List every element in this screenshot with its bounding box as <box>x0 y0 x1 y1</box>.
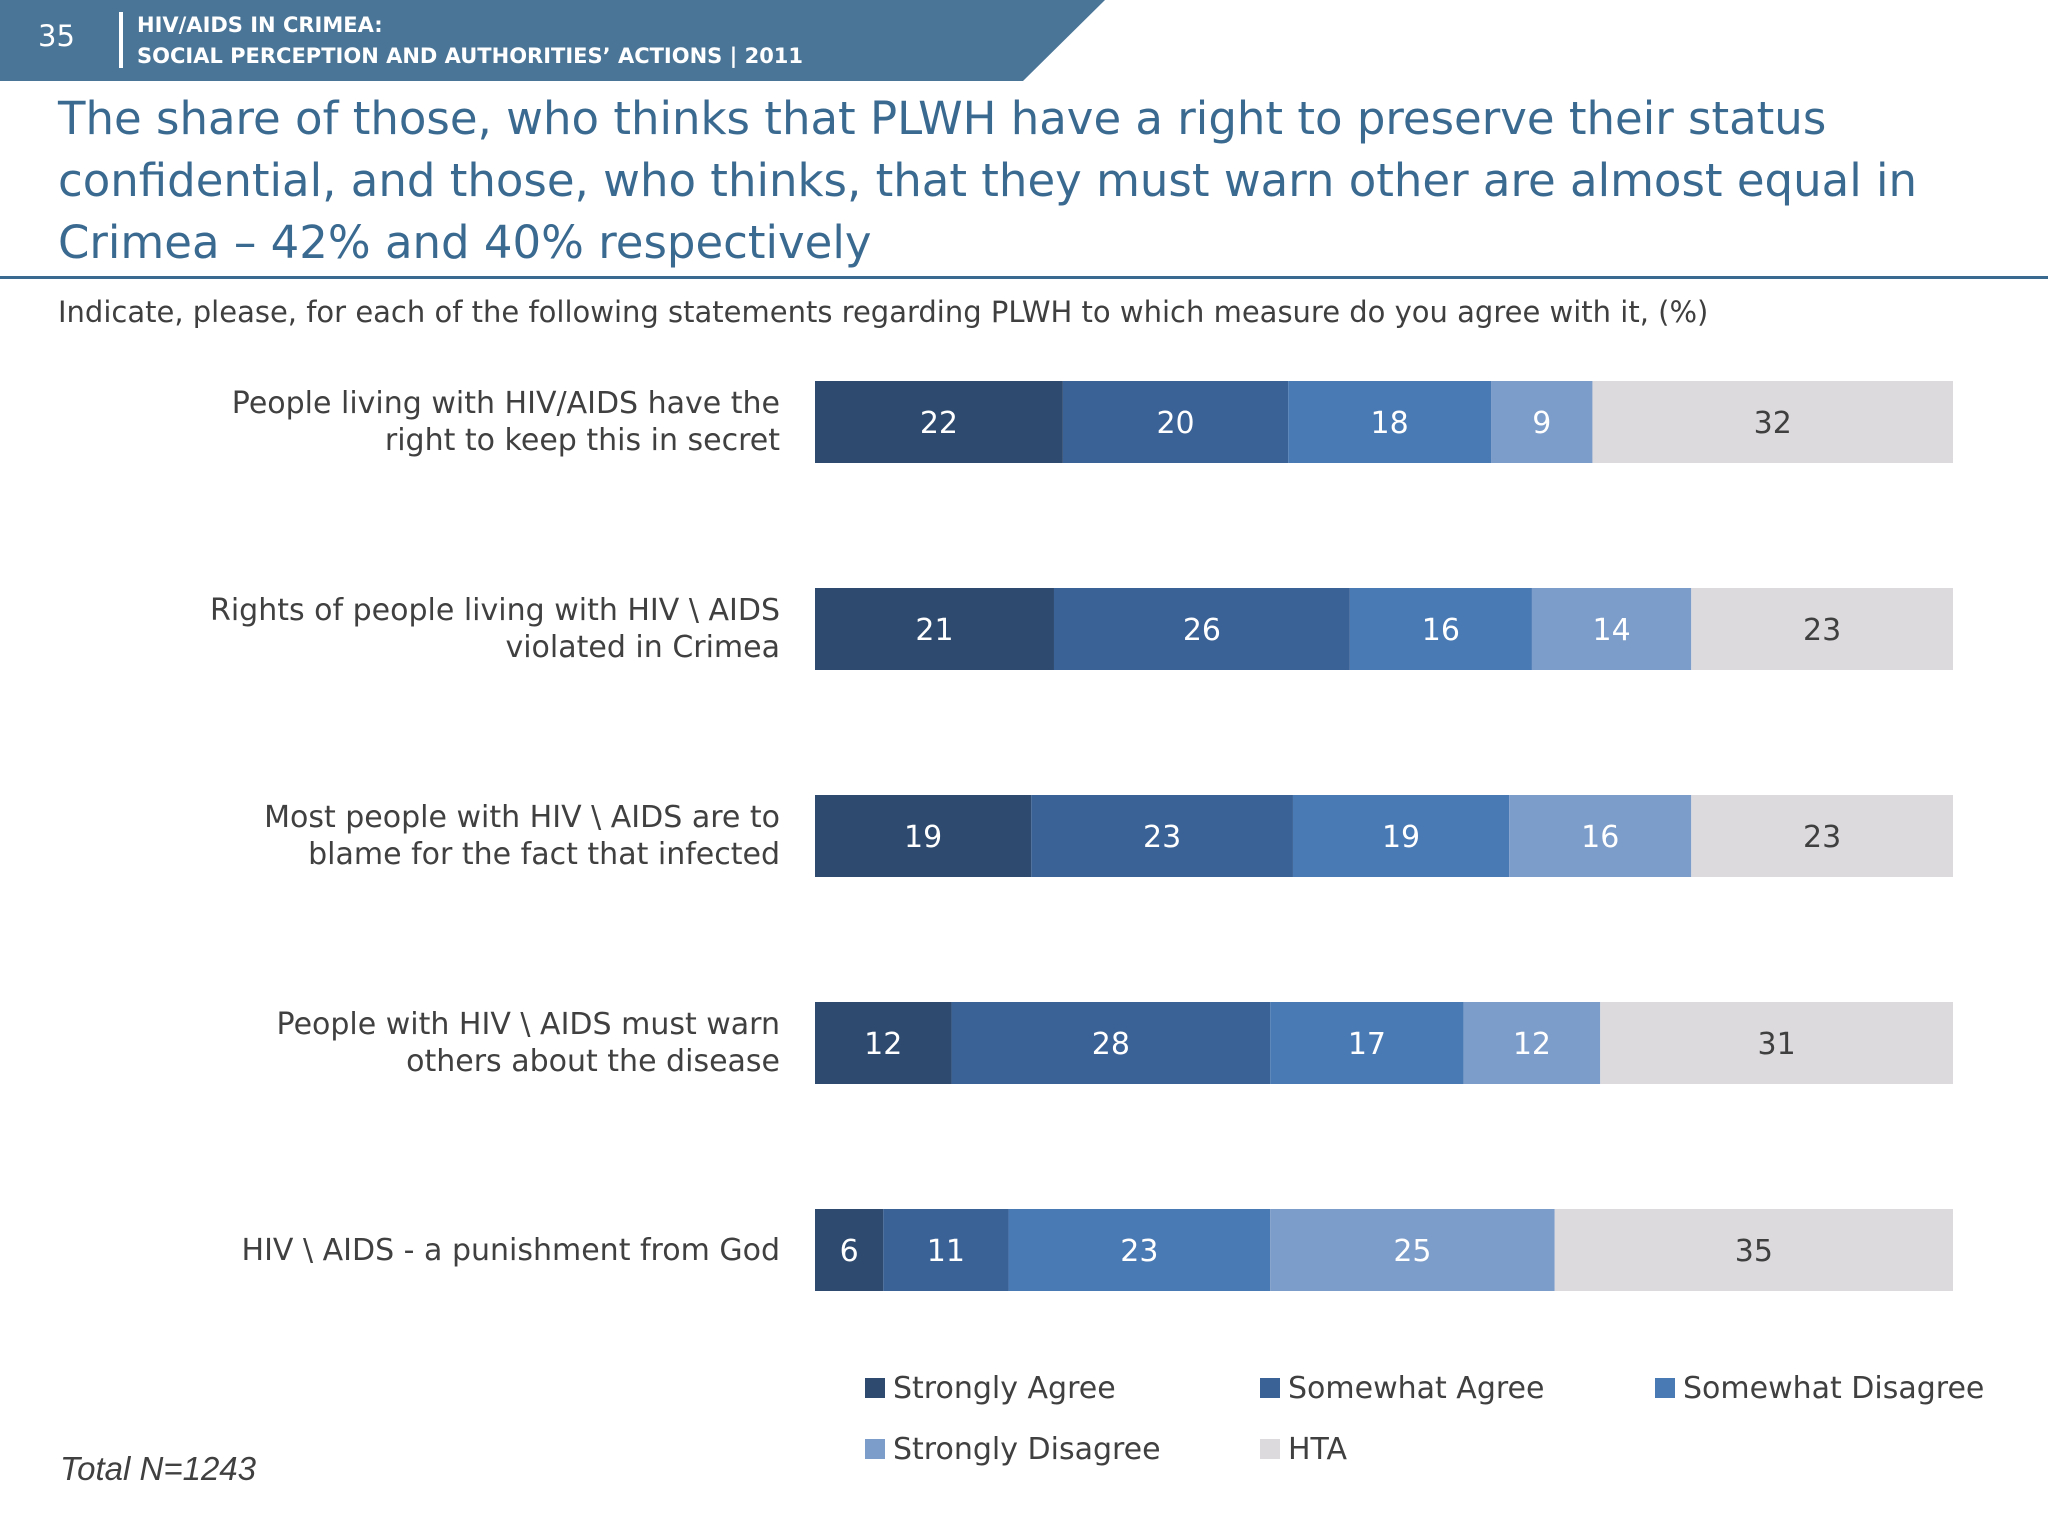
category-label-line: right to keep this in secret <box>384 423 780 458</box>
report-title: HIV/AIDS IN CRIMEA: <box>137 13 383 37</box>
bar-value-label: 16 <box>1581 820 1619 855</box>
bar-value-label: 23 <box>1803 820 1841 855</box>
bar-value-label: 25 <box>1393 1234 1431 1269</box>
category-label: People living with HIV/AIDS have the righ… <box>180 385 780 459</box>
bar-value-label: 20 <box>1156 406 1194 441</box>
bar-value-label: 28 <box>1092 1027 1130 1062</box>
category-label-line: HIV \ AIDS - a punishment from God <box>241 1232 780 1268</box>
legend-label: HTA <box>1288 1431 1348 1467</box>
bar-value-label: 23 <box>1143 820 1181 855</box>
category-label: Rights of people living with HIV \ AIDS v… <box>180 592 780 666</box>
legend-swatch <box>1655 1378 1675 1398</box>
legend-swatch <box>865 1439 885 1459</box>
bar-segment <box>1592 381 1953 463</box>
bar-value-label: 6 <box>840 1234 859 1269</box>
bar-value-label: 35 <box>1735 1234 1773 1269</box>
bar-segment <box>1292 795 1510 877</box>
bar-segment <box>1691 795 1953 877</box>
slide-title: The share of those, who thinks that PLWH… <box>58 92 1918 269</box>
bar-segment <box>815 795 1032 877</box>
legend-swatch <box>1260 1439 1280 1459</box>
bar-segment <box>815 381 1063 463</box>
bar-segment <box>883 1209 1009 1291</box>
bar-value-label: 19 <box>1382 820 1420 855</box>
legend-label: Strongly Agree <box>893 1370 1116 1406</box>
header-divider <box>119 12 123 68</box>
bar-segment <box>1491 381 1593 463</box>
category-label-line: violated in Crimea <box>505 630 780 665</box>
bar-value-label: 22 <box>920 406 958 441</box>
category-label-line: blame for the fact that infected <box>308 837 780 872</box>
bar-value-label: 11 <box>927 1234 965 1269</box>
bar-value-label: 12 <box>1513 1027 1551 1062</box>
sample-size-note: Total N=1243 <box>60 1450 257 1487</box>
bar-segment <box>1463 1002 1601 1084</box>
bar-segment <box>1062 381 1289 463</box>
category-label-line: Rights of people living with HIV \ AIDS <box>210 593 780 628</box>
bar-segment <box>1554 1209 1953 1291</box>
bar-segment <box>1053 588 1350 670</box>
bar-segment <box>1031 795 1293 877</box>
bar-segment <box>1270 1209 1555 1291</box>
title-divider <box>0 276 2048 279</box>
bar-value-label: 26 <box>1183 613 1221 648</box>
legend-item: Somewhat Disagree <box>1655 1368 1984 1408</box>
bar-segment <box>815 1209 884 1291</box>
legend-item: Strongly Disagree <box>865 1429 1161 1469</box>
bar-value-label: 12 <box>864 1027 902 1062</box>
bar-value-label: 18 <box>1371 406 1409 441</box>
bar-segment <box>951 1002 1271 1084</box>
bar-segment <box>815 588 1054 670</box>
header-band <box>0 0 1105 81</box>
bar-segment <box>1270 1002 1464 1084</box>
bar-value-label: 32 <box>1754 406 1792 441</box>
bar-segment <box>1691 588 1953 670</box>
bar-value-label: 21 <box>915 613 953 648</box>
bar-segment <box>815 1002 952 1084</box>
bar-segment <box>1531 588 1692 670</box>
bar-segment <box>1008 1209 1271 1291</box>
bar-value-label: 23 <box>1803 613 1841 648</box>
bar-segment <box>1600 1002 1953 1084</box>
legend-swatch <box>865 1378 885 1398</box>
bar-value-label: 23 <box>1120 1234 1158 1269</box>
page-number: 35 <box>38 19 75 53</box>
bar-value-label: 9 <box>1532 406 1551 441</box>
category-label: People with HIV \ AIDS must warn others a… <box>180 1006 780 1080</box>
category-label: HIV \ AIDS - a punishment from God <box>180 1232 780 1269</box>
legend-item: HTA <box>1260 1429 1347 1469</box>
survey-question: Indicate, please, for each of the follow… <box>58 295 1709 329</box>
bar-value-label: 17 <box>1348 1027 1386 1062</box>
legend-label: Somewhat Agree <box>1288 1370 1545 1406</box>
bar-value-label: 16 <box>1422 613 1460 648</box>
category-label-line: Most people with HIV \ AIDS are to <box>264 800 780 835</box>
bar-segment <box>1349 588 1532 670</box>
legend-item: Somewhat Agree <box>1260 1368 1544 1408</box>
bar-value-label: 31 <box>1758 1027 1796 1062</box>
bar-segment <box>1509 795 1692 877</box>
report-subtitle: SOCIAL PERCEPTION AND AUTHORITIES’ ACTIO… <box>137 44 804 68</box>
bar-segment <box>1288 381 1492 463</box>
legend-item: Strongly Agree <box>865 1368 1116 1408</box>
bar-value-label: 19 <box>904 820 942 855</box>
category-label: Most people with HIV \ AIDS are to blame … <box>180 799 780 873</box>
legend-swatch <box>1260 1378 1280 1398</box>
category-label-line: People with HIV \ AIDS must warn <box>276 1007 780 1042</box>
category-label-line: People living with HIV/AIDS have the <box>231 386 780 421</box>
bar-value-label: 14 <box>1593 613 1631 648</box>
category-label-line: others about the disease <box>406 1044 780 1079</box>
legend-label: Strongly Disagree <box>893 1431 1161 1467</box>
legend-label: Somewhat Disagree <box>1683 1370 1985 1406</box>
